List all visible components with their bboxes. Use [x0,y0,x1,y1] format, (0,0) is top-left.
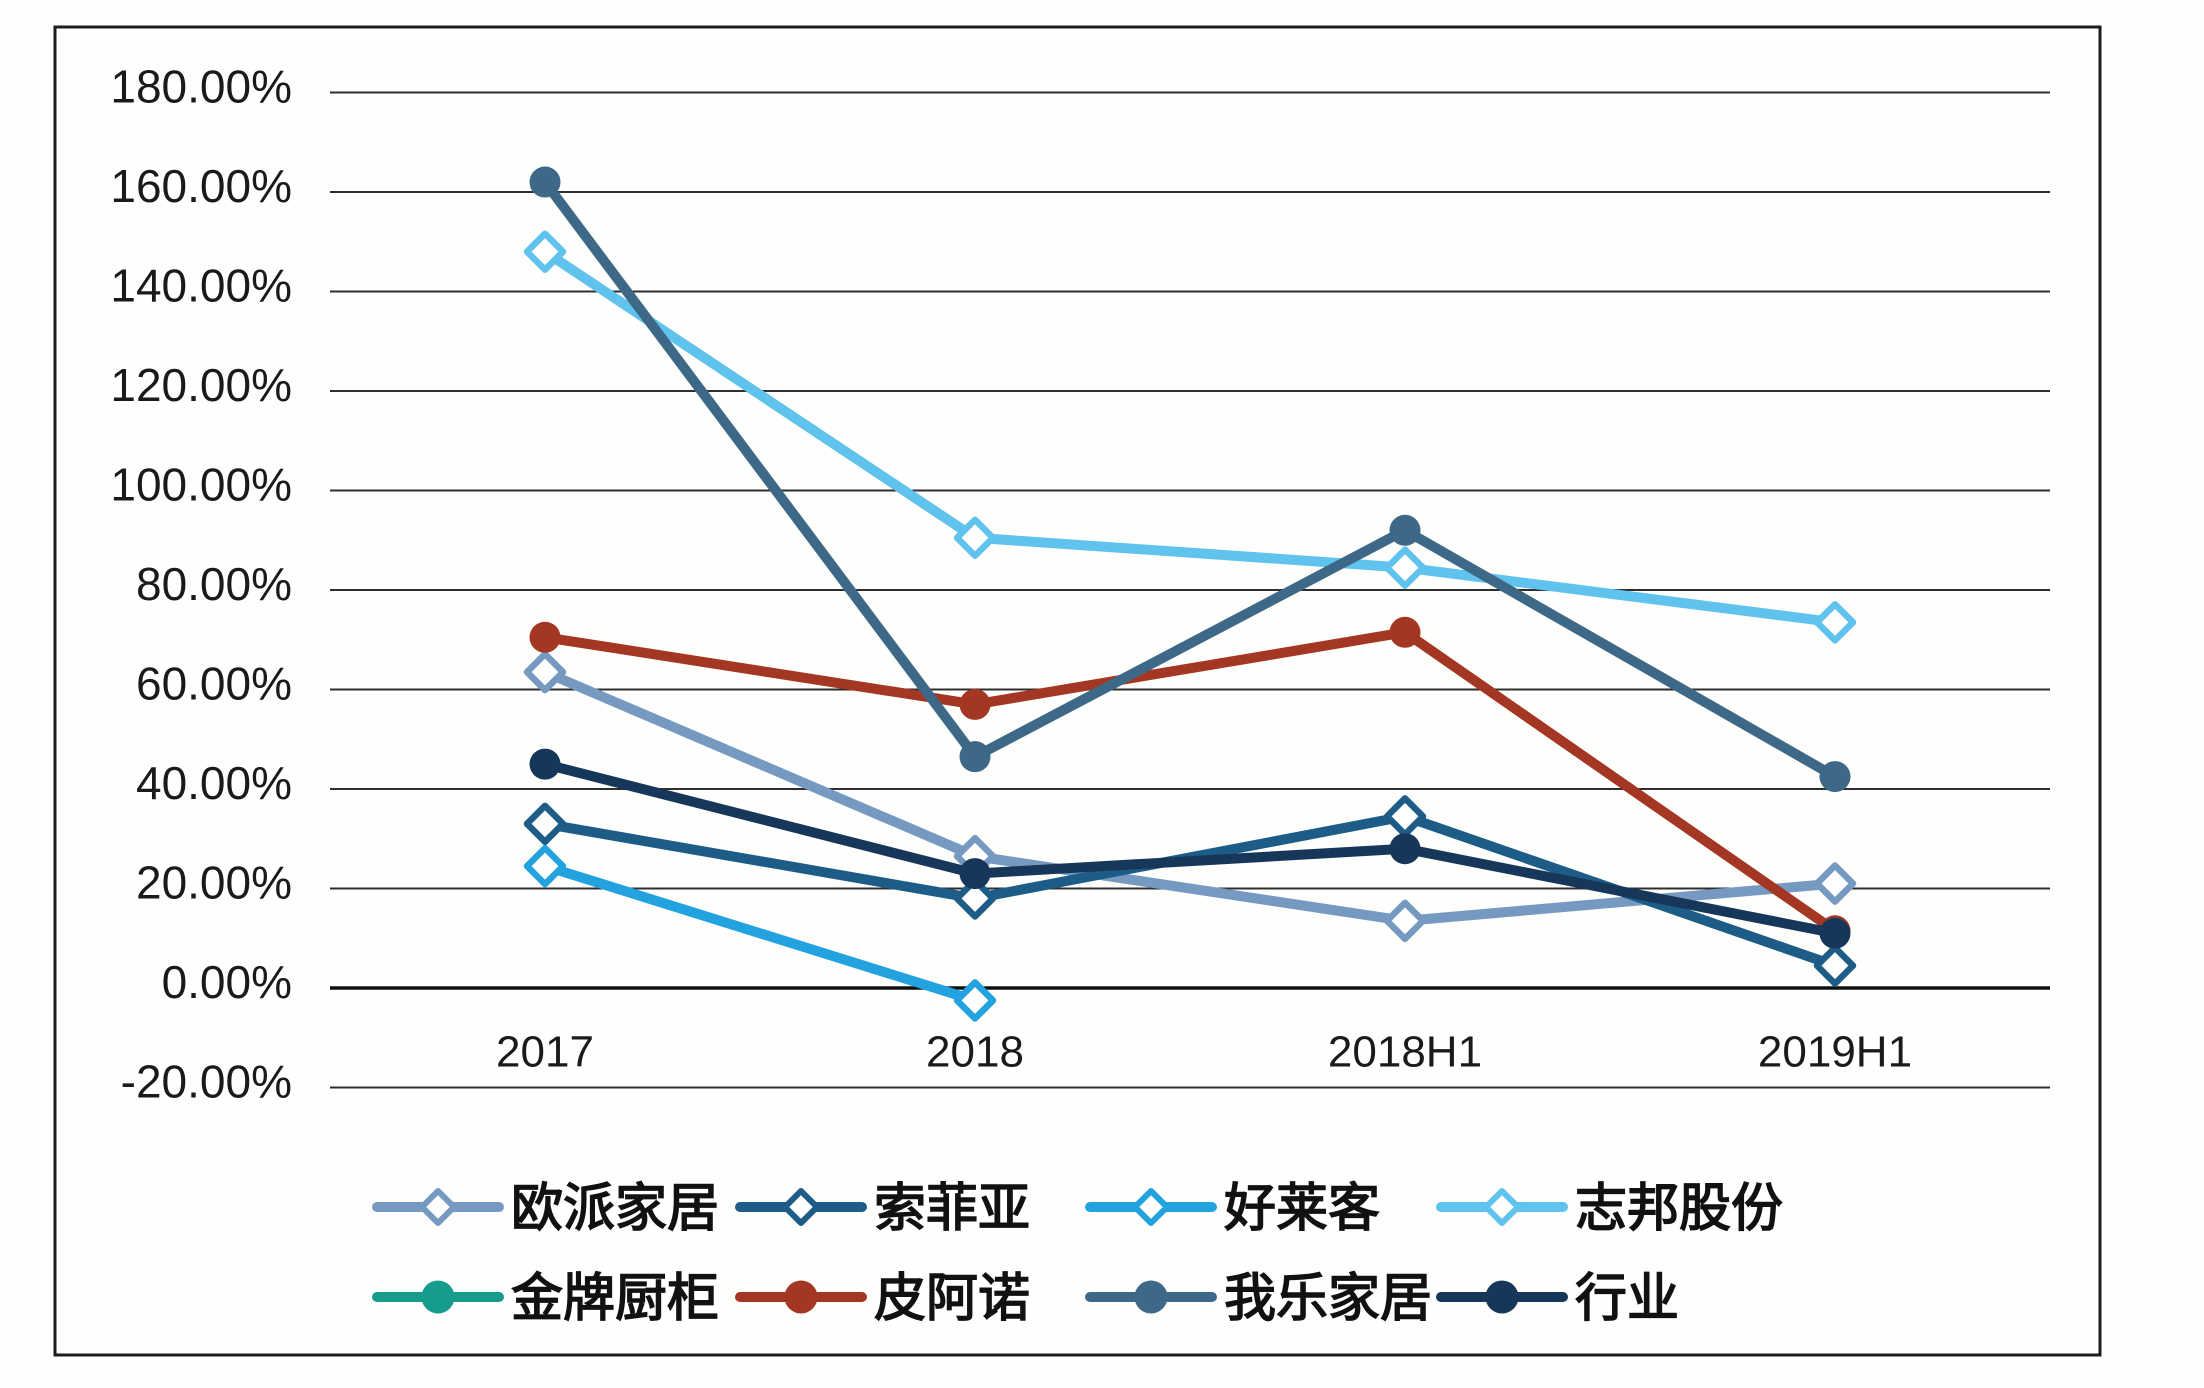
legend-item-haolaike: 好莱客 [1085,1180,1380,1238]
marker-haolaike-2017 [523,844,567,888]
marker-suofeiya-2019H1 [1813,944,1857,987]
legend-item-jinpai-chugui: 金牌厨柜 [372,1270,719,1328]
marker-oupai-jiaju-2018H1 [1383,899,1427,943]
series-line-hangye [540,759,1840,939]
y-tick-label: 40.00% [136,757,292,809]
legend-marker-jinpai-chugui [421,1280,455,1314]
legend-label-pianuo: 皮阿诺 [874,1270,1030,1328]
legend-item-zhibang-gufen: 志邦股份 [1436,1180,1783,1238]
marker-suofeiya-2018 [953,877,997,920]
marker-haolaike-2018 [953,979,997,1022]
legend-item-pianuo: 皮阿诺 [735,1270,1030,1328]
y-tick-label: 20.00% [136,857,292,909]
chart-frame [53,25,2102,1357]
legend-label-wole-jiaju: 我乐家居 [1224,1270,1432,1328]
legend-marker-suofeiya [782,1188,820,1226]
legend-item-oupai-jiaju: 欧派家居 [372,1180,719,1238]
series-line-zhibang-gufen [540,246,1840,628]
series-line-oupai-jiaju [540,667,1840,926]
x-tick-label: 2019H1 [1758,1028,1912,1077]
y-tick-label: -20.00% [121,1056,292,1108]
legend-item-suofeiya: 索菲亚 [735,1180,1030,1238]
series-line-wole-jiaju [540,177,1840,782]
legend-marker-pianuo [784,1280,818,1314]
legend-label-haolaike: 好莱客 [1223,1180,1380,1238]
legend-label-zhibang-gufen: 志邦股份 [1575,1180,1783,1238]
y-tick-label: 180.00% [110,61,292,113]
series-line-pianuo [540,627,1840,936]
y-tick-label: 140.00% [110,260,292,312]
marker-wole-jiaju-2018 [959,741,991,773]
marker-pianuo-2017 [529,621,561,653]
marker-zhibang-gufen-2019H1 [1813,601,1857,644]
legend-item-wole-jiaju: 我乐家居 [1085,1270,1432,1328]
marker-wole-jiaju-2017 [529,166,561,198]
marker-oupai-jiaju-2019H1 [1813,862,1857,905]
legend-label-suofeiya: 索菲亚 [874,1180,1030,1238]
legend-item-hangye: 行业 [1436,1270,1679,1328]
y-tick-label: 100.00% [110,459,292,511]
marker-hangye-2018 [959,858,991,890]
x-tick-label: 2018 [926,1028,1024,1077]
y-tick-label: 120.00% [110,359,292,411]
legend-marker-haolaike [1132,1188,1170,1226]
legend-marker-zhibang-gufen [1483,1188,1521,1226]
legend-marker-hangye [1485,1280,1519,1314]
marker-zhibang-gufen-2018 [953,516,997,560]
x-tick-label: 2017 [496,1028,594,1077]
legend-label-oupai-jiaju: 欧派家居 [511,1180,719,1238]
marker-wole-jiaju-2019H1 [1819,761,1851,793]
y-tick-label: 60.00% [136,658,292,710]
legend-marker-oupai-jiaju [419,1188,457,1226]
marker-pianuo-2018H1 [1389,616,1421,648]
legend-label-jinpai-chugui: 金牌厨柜 [510,1270,719,1328]
series-line-haolaike [540,861,980,1006]
marker-hangye-2018H1 [1389,833,1421,865]
y-tick-label: 160.00% [110,160,292,212]
marker-wole-jiaju-2018H1 [1389,514,1421,546]
marker-pianuo-2018 [959,688,991,720]
legend-label-hangye: 行业 [1575,1270,1679,1328]
marker-suofeiya-2018H1 [1383,795,1427,838]
marker-zhibang-gufen-2017 [523,230,567,273]
marker-zhibang-gufen-2018H1 [1383,546,1427,589]
y-tick-label: 0.00% [162,956,292,1008]
marker-oupai-jiaju-2017 [523,650,567,694]
y-tick-label: 80.00% [136,558,292,610]
x-tick-label: 2018H1 [1328,1028,1482,1077]
marker-hangye-2019H1 [1819,917,1851,949]
legend-marker-wole-jiaju [1134,1280,1168,1314]
marker-hangye-2017 [529,748,561,780]
marker-suofeiya-2017 [523,802,567,846]
